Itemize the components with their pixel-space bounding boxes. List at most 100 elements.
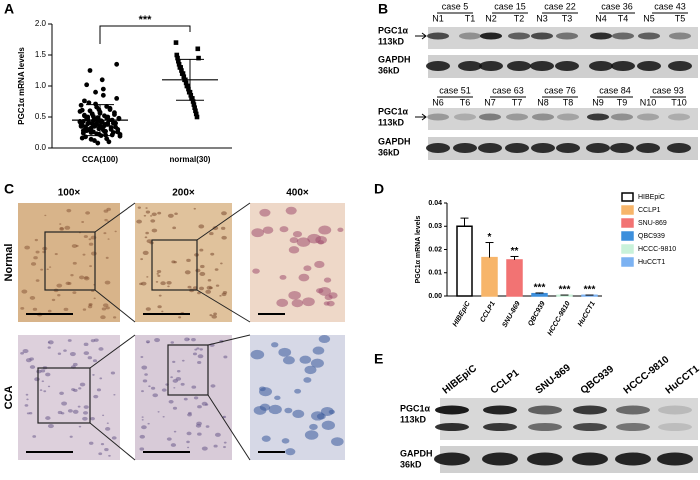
nucleus <box>104 280 111 285</box>
nucleus <box>318 287 332 296</box>
nucleus <box>47 385 51 388</box>
nucleus <box>72 291 77 295</box>
nucleus <box>303 377 312 383</box>
nucleus <box>70 273 74 277</box>
nucleus <box>72 362 78 367</box>
nucleus <box>253 405 267 415</box>
band <box>458 61 482 71</box>
nucleus <box>284 407 293 414</box>
nucleus <box>223 446 226 449</box>
nucleus <box>140 356 144 359</box>
nucleus <box>187 285 192 289</box>
data-point <box>78 102 84 108</box>
micrograph <box>135 203 232 322</box>
nucleus <box>337 227 344 232</box>
size-label: 113kD <box>378 117 405 127</box>
nucleus <box>150 219 156 223</box>
nucleus <box>195 268 201 273</box>
nucleus <box>71 388 76 391</box>
nucleus <box>141 416 144 418</box>
data-point <box>114 61 120 67</box>
data-point <box>98 118 104 124</box>
nucleus <box>170 341 175 344</box>
band <box>612 32 634 40</box>
data-point <box>191 102 197 107</box>
nucleus <box>285 206 297 215</box>
nucleus <box>282 356 295 365</box>
nucleus <box>26 412 30 415</box>
data-point <box>192 105 197 110</box>
nucleus <box>46 268 49 271</box>
data-point <box>110 130 116 135</box>
nucleus <box>281 438 290 444</box>
data-point <box>176 58 181 64</box>
nucleus <box>221 211 227 216</box>
nucleus <box>35 279 40 282</box>
nucleus <box>279 226 289 233</box>
legend-swatch <box>621 218 634 228</box>
data-point <box>190 96 195 101</box>
case-label: case 51 <box>439 85 471 95</box>
nucleus <box>51 298 56 302</box>
nucleus <box>26 398 29 401</box>
nucleus <box>156 269 162 274</box>
nucleus <box>45 372 51 377</box>
case-label: case 93 <box>652 85 684 95</box>
nucleus <box>172 406 178 410</box>
nucleus <box>139 447 145 451</box>
nucleus <box>173 387 176 389</box>
nucleus <box>90 416 95 421</box>
data-point <box>99 77 105 83</box>
nucleus <box>141 419 144 421</box>
nucleus <box>178 316 182 319</box>
nucleus <box>83 351 90 356</box>
band <box>556 143 580 153</box>
y-tick-label: 0.02 <box>428 246 442 253</box>
nucleus <box>318 335 331 344</box>
data-point <box>77 109 83 114</box>
arrow <box>415 113 427 121</box>
lane-label: T6 <box>460 97 471 107</box>
zoom-line <box>207 334 251 346</box>
band <box>435 423 469 431</box>
protein-label: GAPDH <box>400 448 433 458</box>
y-tick-label: 1.0 <box>35 81 47 90</box>
nucleus <box>324 294 333 301</box>
nucleus <box>197 405 202 409</box>
case-label: case 76 <box>544 85 576 95</box>
nucleus <box>69 435 73 438</box>
nucleus <box>21 289 28 294</box>
nucleus <box>100 315 106 320</box>
nucleus <box>20 306 25 310</box>
size-label: 113kD <box>400 414 427 424</box>
nucleus <box>140 281 147 286</box>
row-label: Normal <box>3 244 15 282</box>
nucleus <box>77 405 81 408</box>
band <box>587 113 609 121</box>
nucleus <box>82 416 88 421</box>
micrograph <box>18 335 120 460</box>
band <box>459 32 481 40</box>
blot-strip <box>428 108 698 130</box>
nucleus <box>87 305 93 309</box>
band <box>658 405 692 415</box>
data-point <box>93 101 98 107</box>
band <box>616 423 650 431</box>
size-label: 36kD <box>400 459 422 469</box>
nucleus <box>136 219 142 224</box>
band <box>658 423 692 431</box>
nucleus <box>252 268 260 274</box>
lane-label: N8 <box>537 97 549 107</box>
nucleus <box>78 387 82 390</box>
data-point <box>94 121 100 127</box>
data-point <box>190 99 196 104</box>
data-point <box>79 135 85 141</box>
band <box>508 32 530 40</box>
magnification-label: 100× <box>58 188 81 199</box>
data-point <box>186 86 191 92</box>
nucleus <box>148 385 151 388</box>
nucleus <box>222 415 227 419</box>
nucleus <box>57 352 62 355</box>
legend-label: HCCC-9810 <box>638 246 676 253</box>
nucleus <box>157 305 162 309</box>
